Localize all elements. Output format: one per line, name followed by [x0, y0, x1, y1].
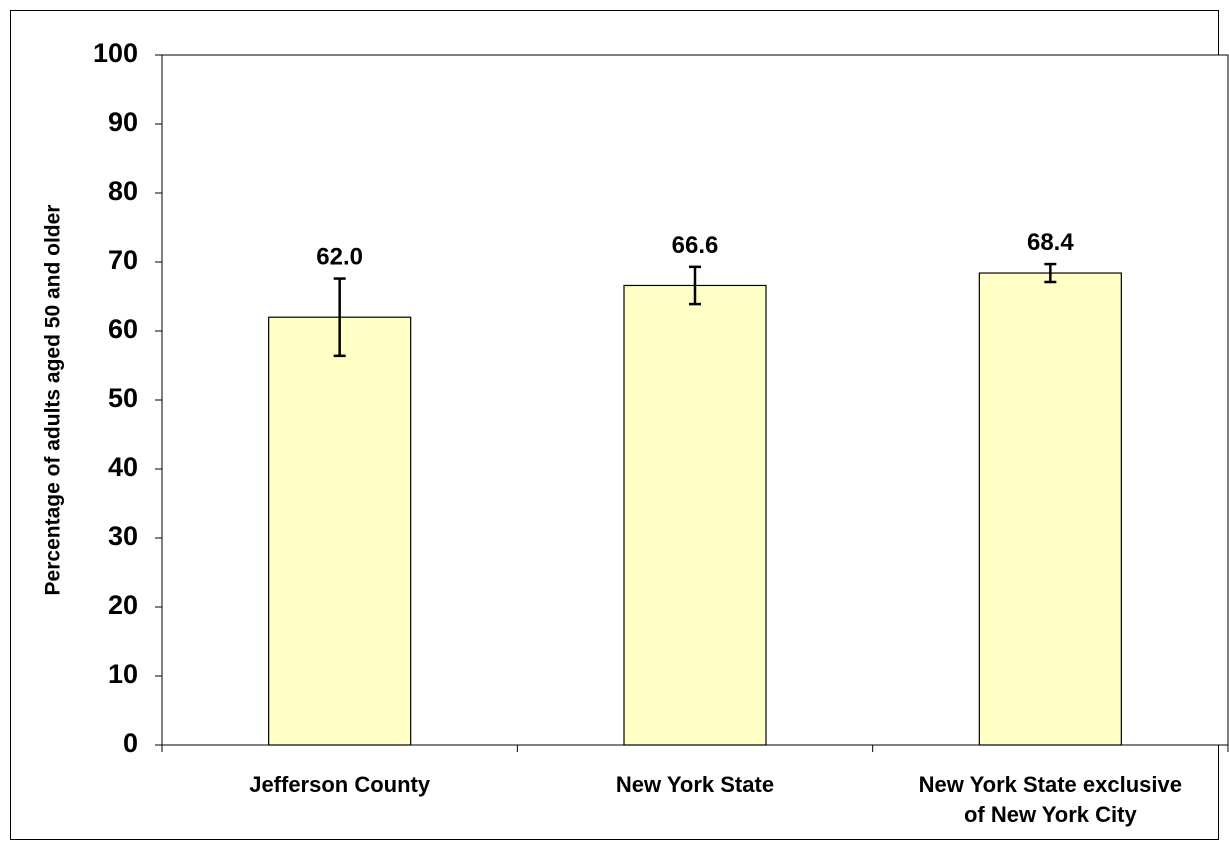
- data-label: 68.4: [1027, 229, 1074, 256]
- x-category-label: Jefferson County: [249, 772, 431, 797]
- data-label: 62.0: [316, 244, 363, 271]
- y-tick-label: 80: [108, 176, 138, 206]
- data-label: 66.6: [672, 232, 719, 259]
- y-tick-label: 40: [108, 452, 138, 482]
- y-tick-label: 90: [108, 107, 138, 137]
- y-tick-label: 50: [108, 383, 138, 413]
- y-tick-label: 100: [93, 38, 138, 68]
- y-tick-label: 0: [123, 728, 138, 758]
- y-tick-label: 30: [108, 521, 138, 551]
- y-tick-label: 20: [108, 590, 138, 620]
- y-tick-label: 70: [108, 245, 138, 275]
- chart-marks: 0 10 20 30 40 50 60 70 80 90 100 62.0 Jefferson Coun…: [93, 38, 1229, 827]
- y-tick-label: 60: [108, 314, 138, 344]
- y-tick-label: 10: [108, 659, 138, 689]
- x-category-label: New York State exclusive: [919, 772, 1182, 797]
- bar: [623, 284, 767, 746]
- bar: [978, 272, 1122, 746]
- y-axis-label: Percentage of adults aged 50 and older: [42, 205, 65, 596]
- x-category-label: of New York City: [964, 802, 1138, 827]
- x-category-label: New York State: [616, 772, 774, 797]
- bar: [268, 316, 412, 746]
